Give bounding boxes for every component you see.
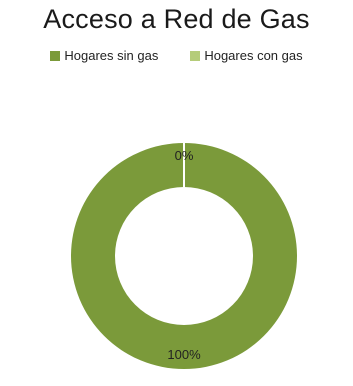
chart-legend: Hogares sin gas Hogares con gas xyxy=(0,48,353,63)
legend-item-con-gas: Hogares con gas xyxy=(190,48,303,63)
slice-sin-gas xyxy=(71,143,297,369)
chart-title: Acceso a Red de Gas xyxy=(43,4,310,34)
legend-label-con-gas: Hogares con gas xyxy=(204,48,303,63)
data-label-sin-gas: 100% xyxy=(167,347,201,362)
legend-item-sin-gas: Hogares sin gas xyxy=(50,48,158,63)
legend-swatch-con-gas xyxy=(190,50,201,61)
legend-swatch-sin-gas xyxy=(50,50,61,61)
legend-label-sin-gas: Hogares sin gas xyxy=(64,48,159,63)
data-label-con-gas: 0% xyxy=(175,148,194,163)
